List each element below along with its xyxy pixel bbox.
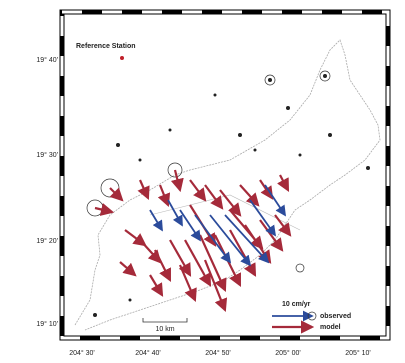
lon-tick-label: 205° 10' — [345, 349, 371, 357]
lon-tick-label: 204° 30' — [69, 349, 95, 357]
observed-vectors — [149, 184, 286, 267]
model-vectors — [94, 169, 292, 313]
lat-tick-label: 19° 10' — [36, 320, 58, 328]
lat-tick-label: 19° 20' — [36, 237, 58, 245]
lon-tick-label: 204° 50' — [205, 349, 231, 357]
legend-observed: observed — [320, 313, 351, 320]
scale-bar — [142, 318, 188, 323]
lat-tick-label: 19° 30' — [36, 151, 58, 159]
reference-label: Reference Station — [76, 43, 136, 50]
coastline — [74, 39, 381, 331]
legend-scale: 10 cm/yr — [282, 301, 311, 308]
map-frame-pattern — [60, 10, 390, 340]
lon-tick-label: 205° 00' — [275, 349, 301, 357]
lon-tick-label: 204° 40' — [135, 349, 161, 357]
stations — [93, 56, 370, 317]
lat-tick-label: 19° 40' — [36, 56, 58, 64]
scale-bar-label: 10 km — [155, 326, 174, 333]
legend-model: model — [320, 324, 341, 331]
legend-ellipse — [307, 311, 317, 321]
